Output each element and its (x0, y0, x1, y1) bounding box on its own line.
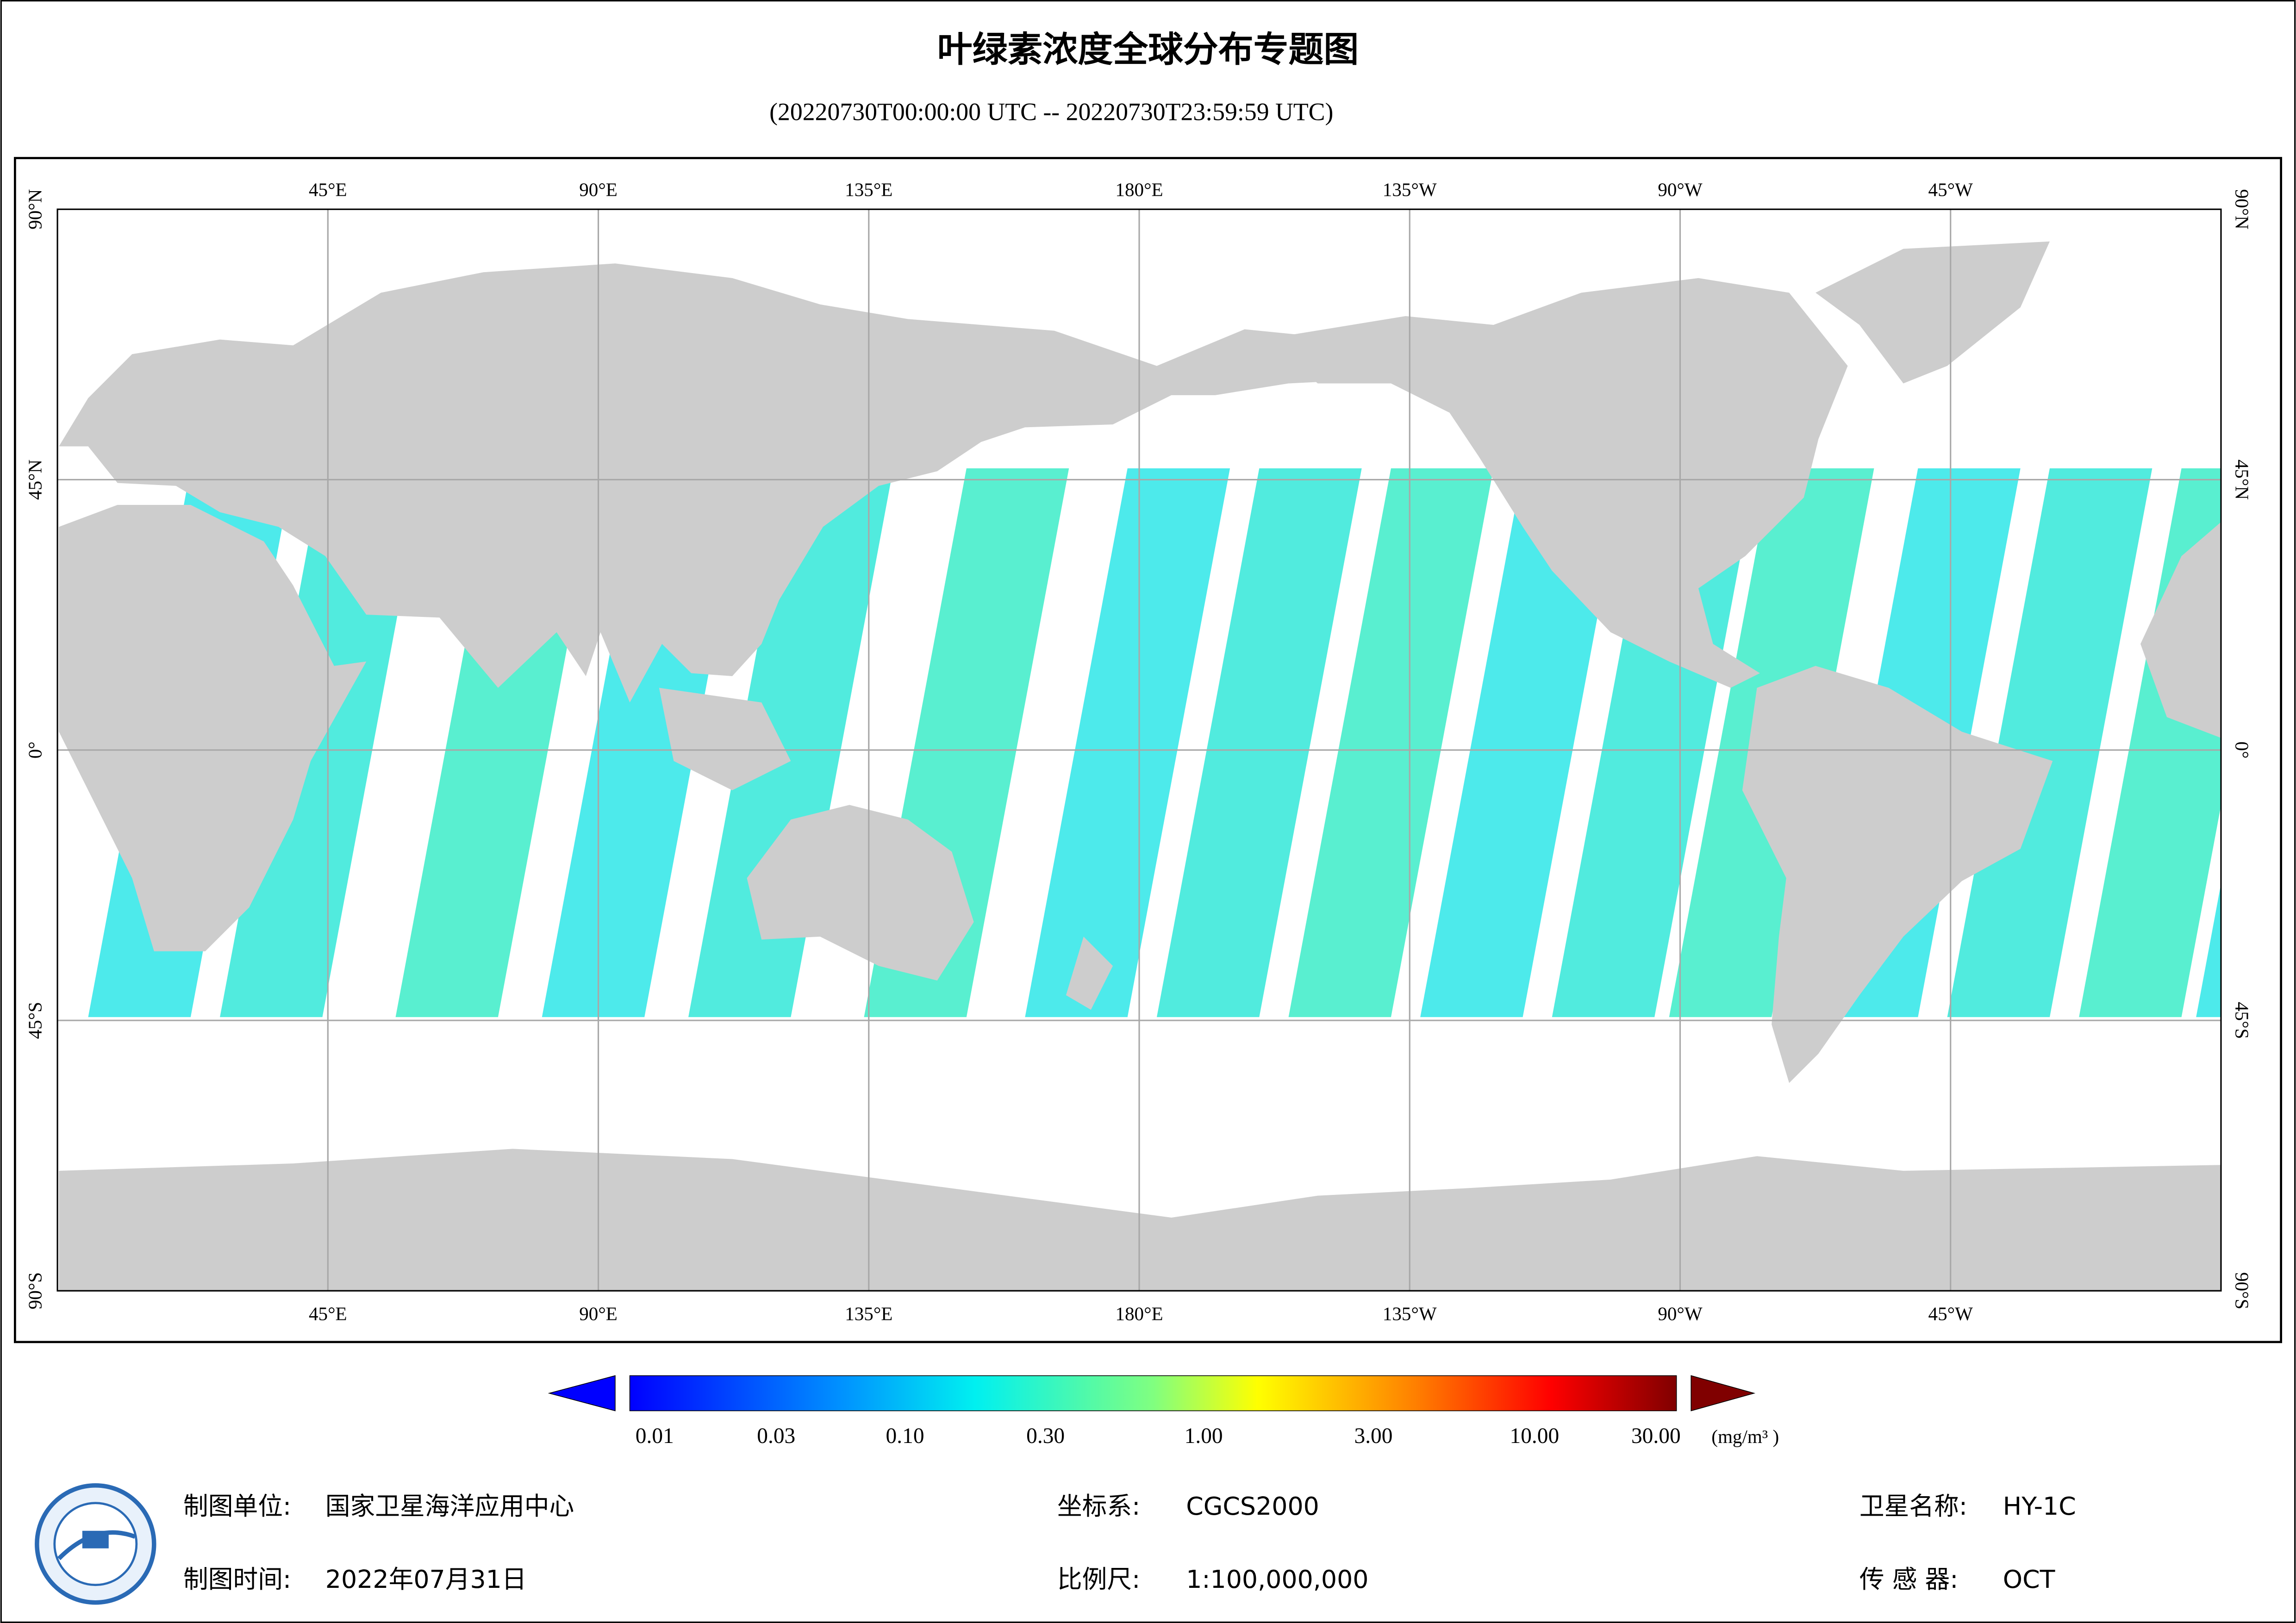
title: 叶绿素浓度全球分布专题图 (937, 29, 1359, 70)
lon-label-top: 135°E (845, 179, 892, 200)
swath (1947, 468, 2152, 1017)
org-label: 制图单位: (183, 1492, 291, 1521)
colorbar-label: 10.00 (1510, 1424, 1559, 1448)
colorbar-unit: (mg/m³ ) (1711, 1426, 1779, 1448)
swath (1156, 468, 1362, 1017)
crs: CGCS2000 (1186, 1492, 1319, 1521)
colorbar-over (1691, 1375, 1756, 1412)
lat-label-left: 90°S (24, 1272, 45, 1309)
lon-label-top: 135°W (1383, 179, 1437, 200)
lat-label-left: 45°S (24, 1002, 45, 1039)
lon-label-bottom: 135°E (845, 1303, 892, 1324)
map (57, 209, 2221, 1291)
colorbar-ramp (629, 1375, 1677, 1412)
graticule (57, 209, 2221, 1291)
date: 2022年07月31日 (325, 1565, 527, 1594)
lon-label-top: 90°W (1658, 179, 1703, 200)
crs-label: 坐标系: (1057, 1492, 1140, 1521)
lon-label-top: 45°W (1928, 179, 1973, 200)
lon-label-bottom: 45°W (1928, 1303, 1973, 1324)
map-border (56, 208, 2222, 1292)
lat-label-right: 0° (2232, 741, 2253, 759)
lon-label-bottom: 90°E (579, 1303, 618, 1324)
swath (688, 468, 893, 1017)
colorbar-label: 0.03 (757, 1424, 795, 1448)
lat-label-left: 45°N (24, 460, 45, 500)
sensor-label: 传 感 器: (1859, 1565, 1959, 1594)
swath (1552, 468, 1757, 1017)
lon-label-top: 90°E (579, 179, 618, 200)
lat-label-left: 0° (24, 741, 45, 759)
subtitle: (20220730T00:00:00 UTC -- 20220730T23:59… (769, 98, 1333, 125)
footer: 制图单位: 国家卫星海洋应用中心 制图时间: 2022年07月31日 坐标系: … (183, 1492, 2076, 1594)
date-label: 制图时间: (183, 1565, 291, 1594)
map-labels: 45°E 45°E 90°E 90°E 135°E 135°E 180°E 180°E 135°… (24, 179, 2252, 1325)
colorbar (548, 1375, 1756, 1412)
lat-label-left: 90°N (24, 189, 45, 230)
sensor: OCT (2003, 1565, 2055, 1594)
swath (1025, 468, 1230, 1017)
swath (1288, 468, 1494, 1017)
scale-label: 比例尺: (1057, 1565, 1140, 1594)
colorbar-label: 1.00 (1185, 1424, 1223, 1448)
scale: 1:100,000,000 (1186, 1565, 1368, 1594)
swath (2196, 883, 2221, 1017)
satellite: HY-1C (2003, 1492, 2076, 1521)
logo (35, 1483, 156, 1605)
lat-label-right: 45°N (2232, 460, 2253, 500)
colorbar-labels: 0.01 0.03 0.10 0.30 1.00 3.00 10.00 30.00 (mg/m³… (636, 1424, 1779, 1448)
swath (1420, 468, 1625, 1017)
colorbar-under (548, 1375, 616, 1412)
colorbar-label: 0.10 (886, 1424, 924, 1448)
lon-label-top: 45°E (309, 179, 347, 200)
lon-label-bottom: 45°E (309, 1303, 347, 1324)
colorbar-label: 3.00 (1354, 1424, 1392, 1448)
lon-label-bottom: 90°W (1658, 1303, 1703, 1324)
colorbar-label: 30.00 (1631, 1424, 1681, 1448)
lon-label-bottom: 135°W (1383, 1303, 1437, 1324)
satellite-label: 卫星名称: (1859, 1492, 1967, 1521)
lon-label-top: 180°E (1115, 179, 1163, 200)
lon-label-bottom: 180°E (1115, 1303, 1163, 1324)
colorbar-label: 0.30 (1026, 1424, 1065, 1448)
lat-label-right: 45°S (2232, 1002, 2253, 1039)
colorbar-label: 0.01 (636, 1424, 674, 1448)
map-frame (14, 157, 2282, 1343)
org: 国家卫星海洋应用中心 (325, 1492, 574, 1521)
lat-label-right: 90°S (2232, 1272, 2253, 1309)
lat-label-right: 90°N (2232, 189, 2253, 230)
